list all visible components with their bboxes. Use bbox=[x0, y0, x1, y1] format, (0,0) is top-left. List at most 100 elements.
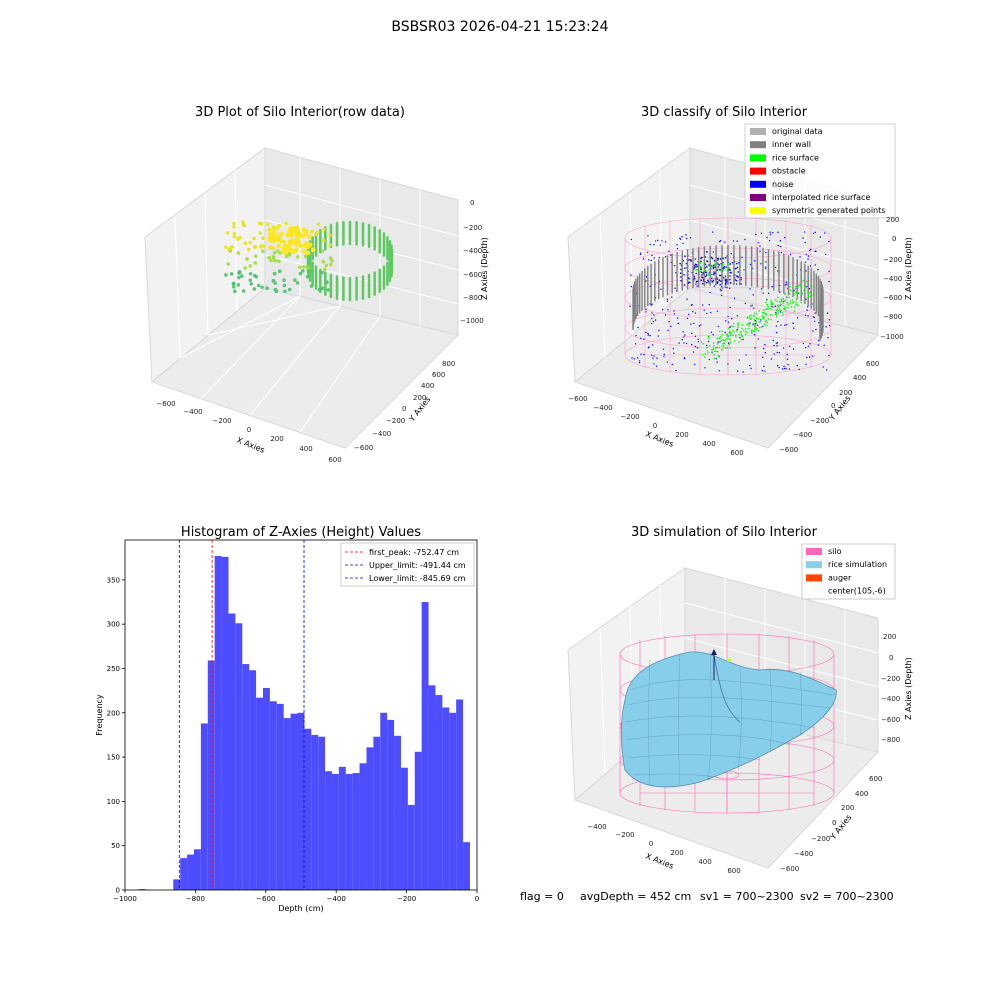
rice-surface-point bbox=[788, 292, 790, 295]
rice-surface-point bbox=[734, 334, 737, 336]
histogram-bar bbox=[366, 747, 374, 890]
noise-point bbox=[654, 240, 657, 242]
noise-point bbox=[738, 359, 740, 361]
noise-point bbox=[673, 352, 675, 354]
noise-point bbox=[792, 348, 795, 350]
rice-surface-point bbox=[810, 282, 812, 285]
rice-surface-point bbox=[751, 332, 753, 335]
data-point bbox=[275, 225, 280, 231]
noise-point bbox=[718, 240, 721, 243]
rice-surface-point bbox=[782, 314, 784, 317]
noise-point bbox=[690, 304, 693, 307]
rice-surface-point bbox=[781, 312, 784, 314]
y-axis-label: Frequency bbox=[95, 694, 104, 736]
rice-surface-point bbox=[712, 342, 715, 344]
x-tick-label: −1000 bbox=[113, 895, 137, 903]
noise-point bbox=[772, 232, 774, 234]
noise-point bbox=[651, 303, 653, 305]
data-point bbox=[246, 247, 251, 252]
noise-point bbox=[760, 288, 763, 290]
rice-surface-point bbox=[758, 326, 761, 328]
rice-surface-point bbox=[780, 309, 782, 312]
data-point bbox=[267, 227, 272, 232]
y-tick: 200 bbox=[413, 394, 426, 402]
rice-surface-point bbox=[744, 333, 747, 336]
rice-surface-point bbox=[763, 323, 766, 326]
rice-surface-point bbox=[791, 301, 794, 304]
data-point bbox=[324, 263, 329, 268]
noise-point bbox=[777, 320, 779, 323]
x-tick: 200 bbox=[270, 435, 283, 443]
noise-point bbox=[647, 332, 649, 335]
noise-point bbox=[814, 264, 816, 266]
histogram-bar bbox=[187, 854, 194, 890]
noise-point bbox=[647, 235, 649, 237]
rice-surface-point bbox=[753, 312, 756, 315]
rice-surface-point bbox=[799, 283, 801, 286]
legend-swatch bbox=[806, 561, 822, 569]
data-point bbox=[288, 247, 294, 253]
noise-point bbox=[649, 334, 651, 337]
noise-point bbox=[638, 362, 641, 364]
rice-surface-point bbox=[716, 346, 719, 349]
noise-point bbox=[759, 245, 761, 247]
noise-point bbox=[814, 320, 816, 323]
x-tick: −200 bbox=[615, 831, 634, 839]
noise-point bbox=[810, 248, 812, 251]
noise-point bbox=[713, 271, 715, 273]
noise-point bbox=[808, 356, 811, 358]
noise-point bbox=[736, 370, 739, 372]
noise-point bbox=[689, 237, 692, 239]
legend-swatch bbox=[806, 574, 822, 582]
pane-floor bbox=[573, 287, 879, 449]
noise-point bbox=[730, 253, 732, 255]
noise-point bbox=[718, 279, 721, 282]
rice-surface-point bbox=[762, 317, 765, 320]
x-tick: −600 bbox=[568, 395, 587, 403]
noise-point bbox=[753, 333, 756, 336]
rice-surface-point bbox=[737, 324, 739, 327]
noise-point bbox=[638, 360, 641, 362]
rice-surface-point bbox=[713, 353, 715, 356]
data-point bbox=[303, 254, 308, 259]
noise-point bbox=[738, 261, 740, 264]
x-axis-label: X Axies bbox=[644, 430, 675, 449]
rice-surface-point bbox=[704, 356, 706, 358]
rice-surface-point bbox=[789, 302, 792, 305]
rice-surface-point bbox=[793, 310, 796, 313]
y-tick: −400 bbox=[793, 431, 812, 439]
data-point bbox=[229, 272, 234, 276]
noise-point bbox=[785, 367, 787, 370]
noise-point bbox=[702, 273, 704, 275]
y-tick: 0 bbox=[832, 819, 836, 827]
noise-point bbox=[793, 327, 795, 329]
noise-point bbox=[664, 256, 667, 258]
plot-frame bbox=[124, 539, 478, 891]
chart-title: 3D classify of Silo Interior bbox=[641, 105, 808, 120]
rice-surface-point bbox=[808, 295, 810, 297]
rice-surface-point bbox=[803, 285, 806, 288]
rice-surface-point bbox=[762, 309, 765, 312]
noise-point bbox=[730, 317, 733, 320]
noise-point bbox=[706, 251, 708, 253]
noise-point bbox=[640, 353, 642, 355]
noise-point bbox=[701, 276, 703, 278]
rice-surface-point bbox=[776, 304, 779, 306]
rice-surface-point bbox=[777, 305, 780, 308]
noise-point bbox=[653, 314, 655, 316]
data-point bbox=[256, 283, 261, 288]
noise-point bbox=[690, 323, 692, 325]
data-point bbox=[232, 231, 237, 236]
noise-point bbox=[709, 291, 711, 294]
noise-point bbox=[826, 369, 828, 371]
noise-point bbox=[775, 325, 778, 327]
rice-surface-point bbox=[757, 329, 760, 332]
rice-surface-point bbox=[723, 342, 725, 344]
legend-swatch bbox=[750, 194, 766, 201]
rice-surface-point bbox=[752, 324, 755, 326]
histogram-bar bbox=[138, 889, 146, 890]
noise-point bbox=[711, 351, 713, 353]
rice-surface-point bbox=[722, 347, 725, 349]
noise-point bbox=[658, 256, 661, 259]
rice-surface-point bbox=[744, 328, 747, 330]
